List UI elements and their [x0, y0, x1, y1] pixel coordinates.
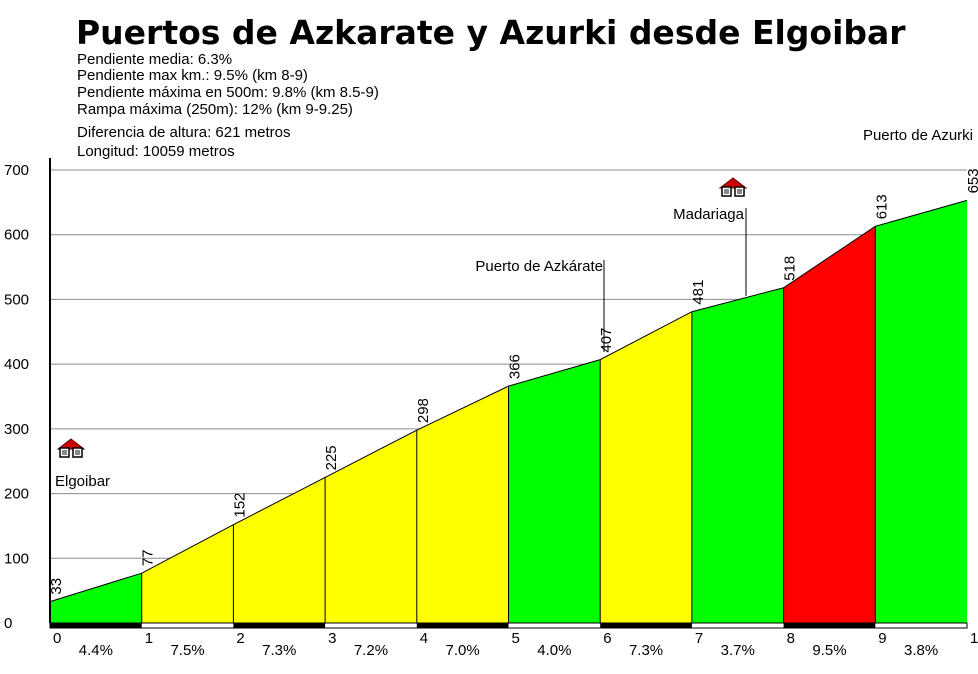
altitude-label: 481 — [690, 280, 707, 305]
segment-gradient-label: 3.8% — [904, 642, 938, 659]
altitude-label: 653 — [965, 168, 978, 193]
y-tick-labels: 0 100 200 300 400 500 600 700 — [4, 162, 29, 632]
segment-gradient-label: 4.0% — [537, 642, 571, 659]
y-tick-label: 100 — [4, 550, 29, 567]
segment-gradient-label: 9.5% — [812, 642, 846, 659]
x-tick-label: 0 — [53, 630, 61, 647]
altitude-label: 407 — [598, 328, 615, 353]
segment-gradient-label: 7.3% — [629, 642, 663, 659]
gradient-segment — [325, 430, 417, 623]
stat-average-gradient: Pendiente media: 6.3% — [77, 51, 232, 68]
altitude-label: 518 — [782, 256, 799, 281]
y-tick-label: 200 — [4, 486, 29, 503]
village-icon — [718, 177, 748, 197]
axis-bar-km — [50, 623, 142, 628]
segment-gradient-labels: 4.4% 7.5% 7.3% 7.2% 7.0% 4.0% 7.3% 3.7% 9.5% 3.8% — [79, 642, 939, 659]
gradient-segment — [233, 477, 326, 623]
axis-bar-km — [416, 623, 509, 628]
x-tick-label: 10 — [970, 630, 978, 647]
y-tick-label: 500 — [4, 291, 29, 308]
altitude-label: 613 — [873, 194, 890, 219]
x-tick-label: 4 — [420, 630, 428, 647]
label-puerto-azurki: Puerto de Azurki — [863, 127, 973, 144]
segment-gradient-label: 4.4% — [79, 642, 113, 659]
distance-axis — [49, 622, 968, 629]
label-madariaga: Madariaga — [673, 206, 745, 223]
x-tick-label: 9 — [878, 630, 886, 647]
segment-gradient-label: 7.0% — [446, 642, 480, 659]
y-tick-label: 0 — [4, 615, 12, 632]
gradient-segment — [50, 573, 142, 623]
y-tick-label: 700 — [4, 162, 29, 179]
altitude-label: 225 — [323, 445, 340, 470]
altitude-label: 298 — [415, 398, 432, 423]
axis-bar-km — [233, 623, 326, 628]
segment-gradient-label: 7.3% — [262, 642, 296, 659]
altitude-label: 33 — [48, 578, 65, 595]
y-tick-label: 600 — [4, 227, 29, 244]
altitude-label: 77 — [140, 549, 157, 566]
stat-height-difference: Diferencia de altura: 621 metros — [77, 124, 290, 141]
village-icon — [56, 438, 86, 458]
stat-length: Longitud: 10059 metros — [77, 143, 235, 160]
altitude-label: 366 — [507, 354, 524, 379]
segment-gradient-label: 7.5% — [170, 642, 204, 659]
chart-title: Puertos de Azkarate y Azurki desde Elgoi… — [76, 13, 906, 52]
stat-max-gradient-500m: Pendiente máxima en 500m: 9.8% (km 8.5-9… — [77, 84, 379, 101]
gradient-segment — [416, 386, 509, 623]
gradient-segment — [783, 226, 876, 623]
stat-max-ramp: Rampa máxima (250m): 12% (km 9-9.25) — [77, 101, 353, 118]
gradient-segment — [141, 524, 234, 623]
profile-line — [49, 199, 968, 603]
annotation-puerto-azkarate: Puerto de Azkárate — [475, 258, 605, 352]
gradient-segment — [691, 287, 784, 623]
gradient-segment — [875, 200, 967, 623]
segment-gradient-label: 3.7% — [721, 642, 755, 659]
x-tick-label: 8 — [787, 630, 795, 647]
stat-max-gradient-km: Pendiente max km.: 9.5% (km 8-9) — [77, 67, 308, 84]
annotation-elgoibar: Elgoibar — [55, 438, 110, 490]
x-tick-labels: 0 1 2 3 4 5 6 7 8 9 10 — [53, 630, 978, 647]
x-tick-label: 3 — [328, 630, 336, 647]
gradient-segments — [50, 200, 967, 623]
x-tick-label: 6 — [603, 630, 611, 647]
x-tick-label: 5 — [512, 630, 520, 647]
x-tick-label: 7 — [695, 630, 703, 647]
annotation-madariaga: Madariaga — [673, 177, 748, 296]
y-tick-label: 300 — [4, 421, 29, 438]
km-dividers — [49, 199, 968, 623]
x-tick-label: 1 — [145, 630, 153, 647]
altitude-labels: 33 77 152 225 298 366 407 481 518 613 653 — [48, 168, 978, 594]
gradient-segment — [600, 311, 692, 623]
segment-gradient-label: 7.2% — [354, 642, 388, 659]
altitude-label: 152 — [231, 493, 248, 518]
gradient-segment — [508, 359, 601, 623]
axis-bar-km — [600, 623, 692, 628]
y-tick-label: 400 — [4, 356, 29, 373]
x-tick-label: 2 — [236, 630, 244, 647]
label-elgoibar: Elgoibar — [55, 473, 110, 490]
axis-bar-km — [783, 623, 876, 628]
label-puerto-azkarate: Puerto de Azkárate — [475, 258, 603, 275]
